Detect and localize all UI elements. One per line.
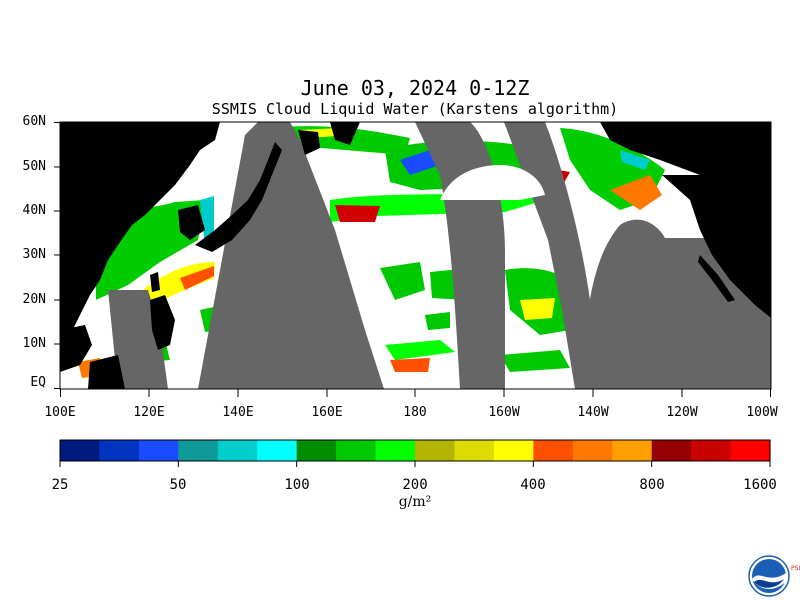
lon-label-180: 180 (403, 405, 427, 420)
cloud-patch (380, 262, 425, 300)
colorbar-frame (59, 439, 771, 462)
lat-label-40n: 40N (22, 203, 46, 218)
lon-label-160w: 160W (488, 405, 520, 420)
map-subtitle: SSMIS Cloud Liquid Water (Karstens algor… (211, 100, 619, 118)
colorbar-swatch (533, 440, 574, 461)
land-asia (60, 122, 220, 345)
land-taiwan (150, 272, 160, 292)
lat-label-50n: 50N (22, 159, 46, 174)
land-masses (60, 122, 771, 389)
map-title: June 03, 2024 0-12Z (300, 76, 530, 100)
colorbar-swatch (375, 440, 416, 461)
colorbar-swatch (572, 440, 613, 461)
lat-label-20n: 20N (22, 292, 46, 307)
colorbar-swatch (138, 440, 179, 461)
colorbar-units: g/m² (398, 494, 432, 510)
no-data-arch (283, 350, 353, 389)
colorbar-label-800: 800 (639, 477, 665, 493)
lon-label-100e: 100E (44, 405, 76, 420)
colorbar-swatch (336, 440, 377, 461)
lat-label-60n: 60N (22, 114, 46, 129)
psl-label: PSL (791, 565, 800, 572)
colorbar-swatch (493, 440, 534, 461)
colorbar-swatch (651, 440, 692, 461)
colorbar-swatch (178, 440, 219, 461)
colorbar-swatch (217, 440, 258, 461)
colorbar-swatch (454, 440, 495, 461)
lat-label-30n: 30N (22, 247, 46, 262)
land-borneo (88, 355, 125, 389)
lon-label-140e: 140E (222, 405, 254, 420)
colorbar-swatch (691, 440, 732, 461)
colorbar-label-400: 400 (520, 477, 546, 493)
colorbar-swatch (99, 440, 140, 461)
land-north-america (662, 175, 771, 318)
cloud-patch (400, 150, 440, 175)
lon-label-140w: 140W (577, 405, 609, 420)
lon-label-120e: 120E (133, 405, 165, 420)
lat-label-eq: EQ (30, 375, 46, 390)
land-philippines (150, 295, 175, 350)
no-data-arch (440, 165, 545, 200)
colorbar (59, 440, 771, 467)
land-korea (178, 205, 205, 240)
cloud-patch (180, 266, 214, 290)
swath-gap (504, 122, 590, 389)
land-hokkaido (298, 130, 320, 155)
land-japan (195, 142, 282, 252)
lon-ticks (60, 389, 771, 397)
colorbar-swatch (415, 440, 456, 461)
lon-label-160e: 160E (311, 405, 343, 420)
swath-gap (198, 122, 384, 389)
colorbar-swatch (257, 440, 298, 461)
noaa-logo-icon (748, 555, 790, 597)
land-kamchatka (330, 122, 360, 145)
cloud-patch (610, 175, 662, 210)
colorbar-swatch (730, 440, 771, 461)
cloud-patch (385, 340, 455, 360)
land-baja (698, 255, 735, 302)
colorbar-label-200: 200 (402, 477, 428, 493)
cloud-patch (390, 358, 430, 372)
colorbar-swatch (612, 440, 653, 461)
colorbar-label-100: 100 (284, 477, 310, 493)
lat-ticks (54, 122, 60, 389)
lon-label-120w: 120W (666, 405, 698, 420)
colorbar-label-25: 25 (51, 477, 69, 493)
lat-label-10n: 10N (22, 336, 46, 351)
colorbar-swatch (60, 440, 101, 461)
cloud-patch (335, 205, 380, 222)
colorbar-label-50: 50 (169, 477, 187, 493)
colorbar-swatch (296, 440, 337, 461)
cloud-patch (520, 298, 555, 320)
cloud-patch (500, 350, 570, 372)
colorbar-label-1600: 1600 (743, 477, 777, 493)
land-indochina (60, 325, 92, 372)
lon-label-100w: 100W (746, 405, 778, 420)
cloud-patch (425, 312, 450, 330)
cloud-patch (620, 150, 650, 170)
